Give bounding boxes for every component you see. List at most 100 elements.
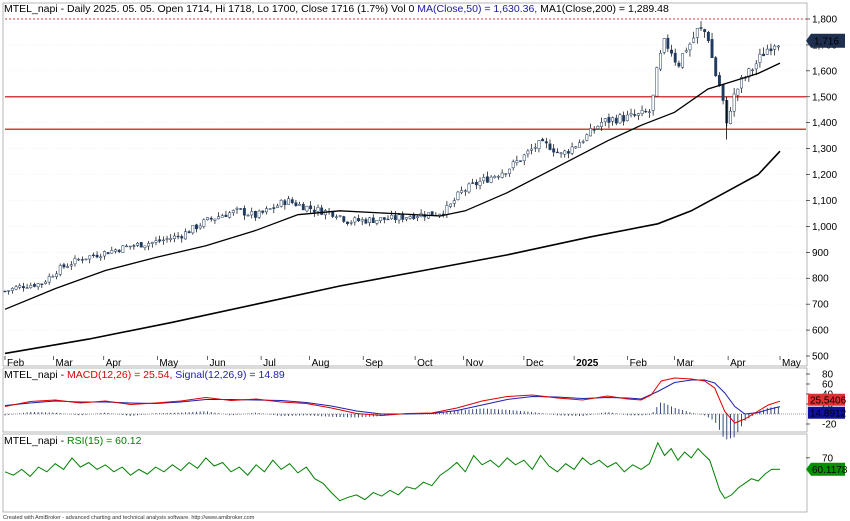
price-y-tick-label: 1,400 [812, 118, 837, 129]
candle-body [110, 250, 114, 254]
candle-body [769, 48, 773, 52]
candle-body [666, 37, 670, 49]
candle-body [161, 239, 165, 242]
rsi-header: MTEL_napi - RSI(15) = 60.12 [4, 435, 142, 447]
x-tick-label: Dec [526, 358, 544, 369]
candle-body [213, 218, 217, 221]
candle-body [276, 205, 279, 208]
candle-body [334, 216, 338, 218]
candle-body [25, 287, 29, 289]
candle-body [69, 264, 73, 267]
candle-body [570, 146, 574, 154]
candle-body [393, 215, 397, 221]
price-y-tick-label: 1,100 [812, 196, 837, 207]
candle-body [246, 215, 250, 217]
price-y-tick-label: 1,200 [812, 170, 837, 181]
candle-body [77, 258, 81, 261]
candle-body [659, 52, 662, 70]
candle-body [150, 242, 154, 244]
candle-body [147, 243, 151, 247]
candle-body [10, 288, 14, 291]
candle-body [662, 38, 666, 53]
rsi-y-tick-label: 70 [822, 453, 834, 464]
candle-body [132, 245, 136, 247]
x-tick-label: May [782, 358, 801, 369]
candle-body [504, 173, 508, 175]
candle-body [497, 176, 500, 178]
candle-body [257, 210, 261, 218]
rsi-y-axis: 70 [806, 453, 834, 464]
candle-body [316, 207, 320, 212]
price-y-tick-label: 900 [812, 248, 829, 259]
candle-body [611, 117, 615, 122]
candle-body [467, 183, 471, 193]
candle-body [636, 113, 640, 116]
signal-last-value: 14.8912 [810, 409, 847, 420]
candle-body [80, 259, 84, 261]
macd-last-badge [808, 393, 845, 406]
candle-body [169, 238, 173, 240]
candle-body [625, 114, 629, 121]
x-tick-label: Oct [417, 358, 433, 369]
candle-body [375, 220, 379, 224]
candle-body [688, 43, 692, 51]
candle-body [357, 218, 360, 222]
candle-body [740, 77, 743, 89]
candle-body [7, 290, 11, 292]
candle-body [706, 31, 710, 41]
candle-body [460, 190, 464, 193]
candle-body [290, 199, 294, 204]
candle-body [95, 254, 99, 258]
candle-body [408, 216, 412, 219]
candle-body [596, 126, 600, 129]
candle-body [55, 273, 59, 277]
candle-body [585, 134, 589, 141]
price-y-tick-label: 500 [812, 352, 829, 363]
candle-body [320, 207, 324, 215]
candle-body [478, 181, 482, 186]
candle-body [640, 110, 644, 115]
candle-body [522, 154, 526, 162]
price-candles [3, 21, 780, 295]
candle-body [415, 216, 419, 218]
candle-body [268, 208, 272, 210]
candle-body [125, 245, 128, 248]
macd-last-value: 25.5406 [810, 396, 847, 407]
candle-body [592, 129, 596, 131]
candle-body [33, 284, 36, 287]
candle-body [721, 84, 725, 101]
candle-body [253, 210, 257, 218]
price-y-tick-label: 800 [812, 274, 829, 285]
price-y-tick-label: 1,300 [812, 144, 837, 155]
candle-body [198, 225, 202, 229]
candle-body [754, 63, 758, 70]
candle-body [555, 151, 559, 154]
candle-body [231, 210, 235, 214]
candle-body [117, 249, 121, 253]
macd-y-tick-label: -20 [822, 420, 837, 431]
price-y-axis: 1,8001,7001,6001,5001,4001,3001,2001,100… [806, 15, 837, 363]
candle-body [312, 209, 316, 213]
last-price-value: 1,716 [814, 36, 839, 47]
candle-body [647, 111, 651, 113]
candle-body [217, 216, 221, 220]
candle-body [695, 28, 699, 38]
candle-body [176, 235, 180, 238]
candle-body [699, 27, 703, 29]
candle-body [600, 122, 604, 127]
price-header: MTEL_napi - Daily 2025. 05. 05. Open 171… [4, 3, 669, 15]
x-tick-label: Feb [7, 358, 25, 369]
candle-body [342, 216, 346, 222]
candle-body [206, 217, 209, 220]
x-tick-label: Apr [106, 358, 122, 369]
candle-body [346, 221, 349, 224]
x-tick-label: Jul [263, 358, 276, 369]
x-tick-label: Mar [56, 358, 74, 369]
candle-body [3, 290, 7, 293]
candle-body [84, 258, 88, 260]
candle-body [379, 217, 383, 221]
candle-body [511, 161, 515, 169]
candle-body [710, 39, 714, 58]
candle-body [338, 215, 342, 217]
candle-body [143, 245, 147, 248]
